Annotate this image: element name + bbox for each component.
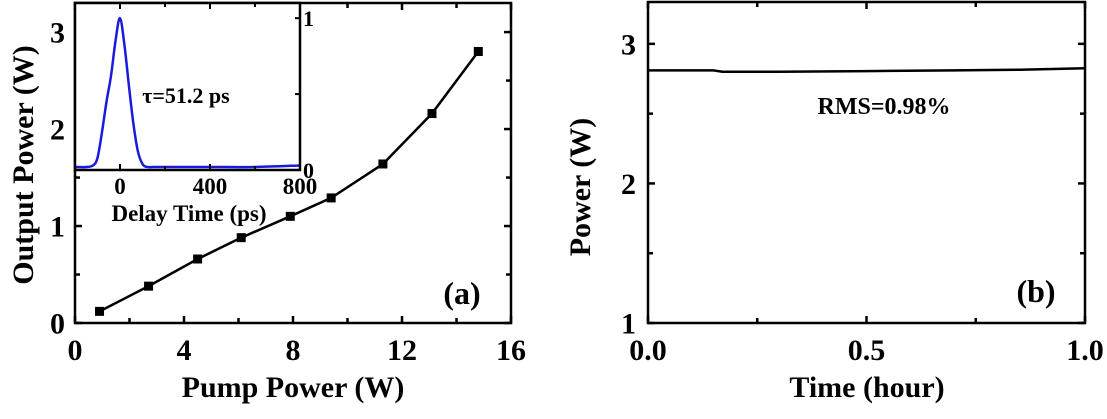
x-tick-label: 12 bbox=[387, 334, 417, 367]
axis-ticks-b: 0.0 0.5 1.0 1 2 3 bbox=[621, 2, 1104, 367]
x-tick-label: 16 bbox=[496, 334, 526, 367]
x-axis-label-a: Pump Power (W) bbox=[182, 371, 405, 404]
inset-x-tick-label: 400 bbox=[193, 174, 228, 199]
y-tick-label: 1 bbox=[50, 211, 65, 244]
y-tick-label: 0 bbox=[50, 308, 65, 341]
x-tick-label: 0.5 bbox=[848, 334, 886, 367]
data-point-marker bbox=[285, 211, 295, 221]
y-axis-label-b: Power (W) bbox=[564, 118, 597, 257]
output-power-series bbox=[95, 46, 483, 316]
y-tick-label: 1 bbox=[621, 308, 636, 341]
inset-y-tick-label: 0 bbox=[303, 158, 314, 183]
x-tick-label: 4 bbox=[177, 334, 192, 367]
x-tick-label: 8 bbox=[286, 334, 301, 367]
rms-annotation: RMS=0.98% bbox=[817, 94, 950, 120]
data-point-marker bbox=[326, 193, 336, 203]
data-point-marker bbox=[473, 46, 483, 56]
data-point-marker bbox=[378, 159, 388, 169]
x-axis-label-b: Time (hour) bbox=[789, 371, 944, 404]
data-point-marker bbox=[427, 109, 437, 119]
panel-label-b: (b) bbox=[1016, 273, 1055, 309]
inset-y-tick-label: 1 bbox=[303, 6, 314, 31]
inset-x-tick-label: 800 bbox=[283, 174, 318, 199]
power-stability-series bbox=[648, 67, 1086, 74]
y-axis-label-a: Output Power (W) bbox=[7, 45, 40, 284]
data-point-marker bbox=[236, 233, 246, 243]
y-tick-label: 3 bbox=[50, 17, 65, 50]
y-tick-label: 2 bbox=[621, 168, 636, 201]
pulse-width-annotation: τ=51.2 ps bbox=[142, 83, 230, 108]
x-tick-label: 1.0 bbox=[1066, 334, 1104, 367]
inset-frame bbox=[73, 1, 302, 172]
trace-line bbox=[74, 16, 301, 169]
inset-x-axis-label: Delay Time (ps) bbox=[111, 201, 266, 226]
data-point-marker bbox=[95, 306, 105, 316]
inset-x-tick-label: 0 bbox=[114, 174, 126, 199]
panel-label-a: (a) bbox=[443, 275, 480, 311]
data-line bbox=[648, 67, 1086, 74]
chart-b: 0.0 0.5 1.0 1 2 3 RMS=0.98% (b) Time (hour) P… bbox=[564, 0, 1104, 404]
autocorrelation-trace bbox=[74, 16, 301, 169]
y-tick-label: 2 bbox=[50, 114, 65, 147]
x-tick-label: 0 bbox=[68, 334, 83, 367]
data-point-marker bbox=[144, 281, 154, 291]
inset-background bbox=[75, 3, 300, 170]
x-tick-label: 0.0 bbox=[629, 334, 667, 367]
data-point-marker bbox=[193, 254, 203, 264]
y-tick-label: 3 bbox=[621, 28, 636, 61]
